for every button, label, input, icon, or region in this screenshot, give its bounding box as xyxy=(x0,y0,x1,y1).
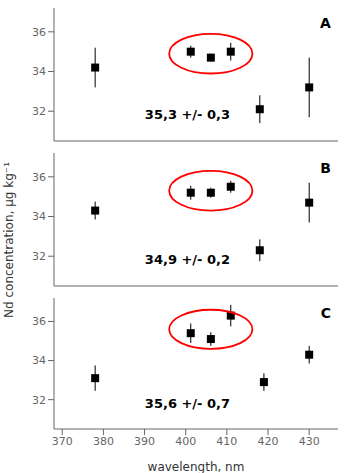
html-text:35,3 +/- 0,3: 35,3 +/- 0,3 xyxy=(144,106,231,122)
svg-text:34: 34 xyxy=(32,210,46,223)
html-text:35,6 +/- 0,7: 35,6 +/- 0,7 xyxy=(144,395,231,411)
svg-text:430: 430 xyxy=(299,435,320,448)
svg-text:420: 420 xyxy=(258,435,279,448)
html-text:C: C xyxy=(320,304,331,321)
html-text:34,9 +/- 0,2: 34,9 +/- 0,2 xyxy=(144,251,231,267)
html-text:B: B xyxy=(320,159,331,176)
svg-text:390: 390 xyxy=(134,435,155,448)
svg-text:410: 410 xyxy=(216,435,237,448)
svg-text:400: 400 xyxy=(175,435,196,448)
svg-text:32: 32 xyxy=(32,394,46,407)
svg-text:32: 32 xyxy=(32,105,46,118)
svg-text:32: 32 xyxy=(32,250,46,263)
svg-text:34: 34 xyxy=(32,65,46,78)
svg-text:wavelength, nm: wavelength, nm xyxy=(148,460,245,473)
svg-text:36: 36 xyxy=(32,315,46,328)
svg-text:36: 36 xyxy=(32,171,46,184)
svg-text:370: 370 xyxy=(52,435,73,448)
svg-text:34: 34 xyxy=(32,354,46,367)
html-text:Nd concentration, μg kg⁻¹: Nd concentration, μg kg⁻¹ xyxy=(2,162,16,318)
svg-text:380: 380 xyxy=(93,435,114,448)
html-text:A: A xyxy=(320,14,331,31)
svg-text:36: 36 xyxy=(32,26,46,39)
